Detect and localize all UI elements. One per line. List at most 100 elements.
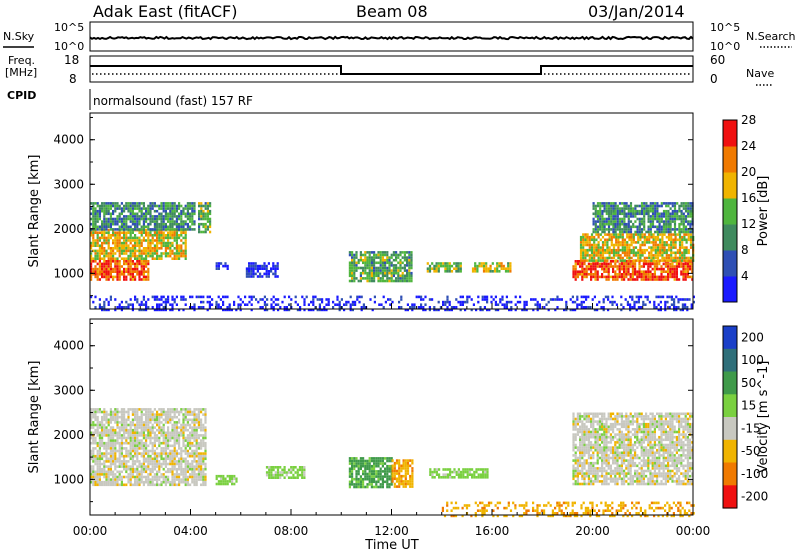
velocity-cell: [105, 473, 108, 476]
velocity-cell: [158, 415, 161, 419]
velocity-cell: [193, 467, 196, 471]
power-cell: [147, 207, 150, 210]
velocity-cell: [134, 444, 137, 448]
power-cell: [366, 258, 369, 262]
velocity-cell: [156, 436, 159, 440]
power-cell: [105, 204, 108, 208]
velocity-cell: [204, 410, 207, 414]
power-cell: [105, 236, 108, 240]
velocity-cell: [112, 410, 115, 414]
velocity-cell: [147, 418, 150, 422]
power-cell: [638, 273, 641, 276]
power-cell: [645, 256, 649, 260]
power-cell: [671, 262, 674, 266]
power-cell: [377, 253, 380, 257]
power-cell: [349, 303, 352, 306]
power-cell: [151, 234, 154, 237]
power-cell: [127, 260, 130, 263]
power-cell: [134, 265, 137, 268]
power-cell: [353, 261, 356, 265]
velocity-cell: [200, 423, 203, 427]
velocity-cell: [125, 421, 128, 424]
power-cell: [321, 300, 324, 304]
power-cell: [386, 256, 389, 259]
power-cell: [250, 275, 253, 278]
power-cell: [351, 277, 354, 280]
power-cell: [690, 303, 693, 306]
power-cell: [349, 306, 352, 309]
power-cell: [105, 202, 108, 205]
power-cell: [136, 239, 139, 242]
power-cell: [153, 239, 156, 242]
power-cell: [395, 271, 398, 275]
power-cell: [215, 306, 218, 309]
velocity-cell: [164, 434, 167, 437]
power-cell: [103, 236, 106, 240]
velocity-cell: [167, 470, 170, 474]
power-cell: [628, 251, 631, 255]
power-cell: [631, 262, 634, 266]
velocity-cell: [134, 483, 137, 487]
velocity-cell: [178, 460, 181, 463]
power-cell: [406, 264, 409, 267]
power-cell: [615, 259, 618, 262]
power-cell: [654, 202, 657, 205]
power-cell: [652, 233, 655, 236]
power-cell: [153, 228, 156, 231]
power-cell: [525, 300, 528, 304]
power-cell: [204, 207, 207, 210]
power-cell: [145, 306, 148, 309]
velocity-cell: [134, 447, 137, 450]
velocity-cell: [182, 460, 185, 463]
power-cell: [123, 231, 126, 234]
power-cell: [689, 241, 693, 244]
power-cell: [245, 272, 248, 276]
power-cell: [623, 254, 627, 257]
colorbar-tick-label: 8: [741, 243, 749, 257]
velocity-cell: [235, 480, 238, 483]
power-cell: [206, 215, 209, 218]
velocity-cell: [169, 460, 172, 463]
velocity-cell: [94, 478, 97, 481]
power-cell: [193, 220, 196, 223]
velocity-cell: [167, 462, 170, 466]
power-cell: [92, 222, 95, 226]
power-cell: [645, 260, 648, 263]
power-cell: [136, 260, 139, 263]
power-cell: [267, 275, 270, 278]
power-cell: [147, 254, 150, 258]
velocity-cell: [125, 454, 128, 458]
power-cell: [246, 303, 249, 306]
power-cell: [134, 257, 137, 260]
power-cell: [202, 222, 205, 226]
power-cell: [670, 254, 673, 257]
velocity-cell: [193, 439, 196, 442]
power-cell: [200, 209, 203, 213]
power-cell: [222, 295, 225, 299]
power-cell: [615, 233, 618, 236]
velocity-cell: [136, 447, 139, 450]
velocity-cell: [193, 410, 196, 414]
power-cell: [171, 241, 174, 245]
power-cell: [129, 267, 132, 271]
power-cell: [490, 300, 493, 304]
power-cell: [125, 262, 128, 266]
velocity-cell: [101, 428, 104, 432]
power-cell: [244, 303, 247, 306]
velocity-cell: [359, 477, 362, 481]
power-cell: [116, 239, 119, 242]
velocity-cell: [173, 449, 176, 453]
power-cell: [129, 257, 132, 260]
power-cell: [171, 225, 174, 229]
power-cell: [276, 264, 279, 268]
power-cell: [678, 204, 681, 208]
power-cell: [611, 295, 614, 299]
power-cell: [410, 279, 413, 283]
velocity-cell: [101, 421, 104, 424]
power-cell: [690, 306, 693, 309]
power-cell: [112, 239, 115, 242]
power-cell: [625, 207, 628, 210]
velocity-cell: [149, 470, 152, 474]
velocity-cell: [140, 410, 143, 414]
power-cell: [178, 308, 181, 312]
